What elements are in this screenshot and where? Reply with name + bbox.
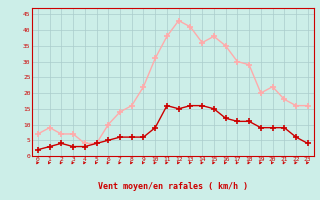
X-axis label: Vent moyen/en rafales ( km/h ): Vent moyen/en rafales ( km/h ) xyxy=(98,182,248,191)
